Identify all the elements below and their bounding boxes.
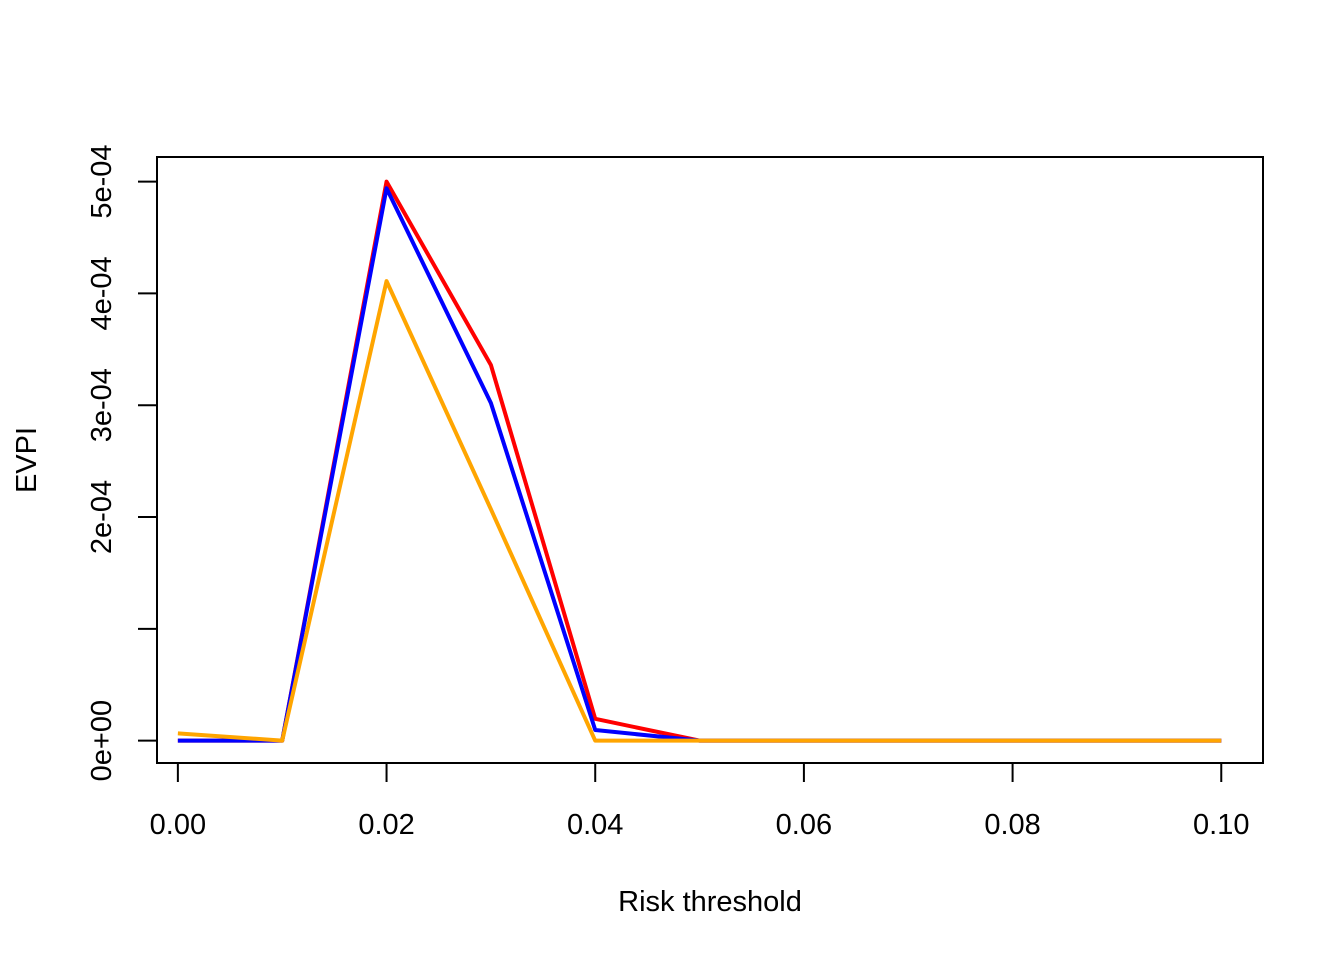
y-tick-label: 2e-04	[86, 480, 118, 554]
y-tick-label: 3e-04	[86, 368, 118, 442]
plot-frame	[156, 156, 1264, 764]
series-line-3	[177, 279, 1222, 743]
x-tick-label: 0.08	[984, 809, 1040, 841]
y-axis-title: EVPI	[11, 427, 43, 493]
series-layer	[177, 179, 1222, 743]
x-tick-label: 0.00	[150, 809, 206, 841]
x-axis: 0.00 0.02 0.04 0.06 0.08 0.10	[150, 762, 1249, 841]
y-tick-label: 5e-04	[86, 145, 118, 219]
x-tick-label: 0.04	[567, 809, 623, 841]
x-axis-title: Risk threshold	[618, 886, 802, 918]
y-axis: 0e+00 2e-04 3e-04 4e-04 5e-04	[86, 145, 158, 781]
x-tick-label: 0.10	[1193, 809, 1249, 841]
x-tick-label: 0.06	[776, 809, 832, 841]
x-tick-label: 0.02	[358, 809, 414, 841]
series-line-2	[177, 186, 1222, 743]
y-tick-label: 0e+00	[86, 700, 118, 781]
y-tick-label: 4e-04	[86, 256, 118, 330]
